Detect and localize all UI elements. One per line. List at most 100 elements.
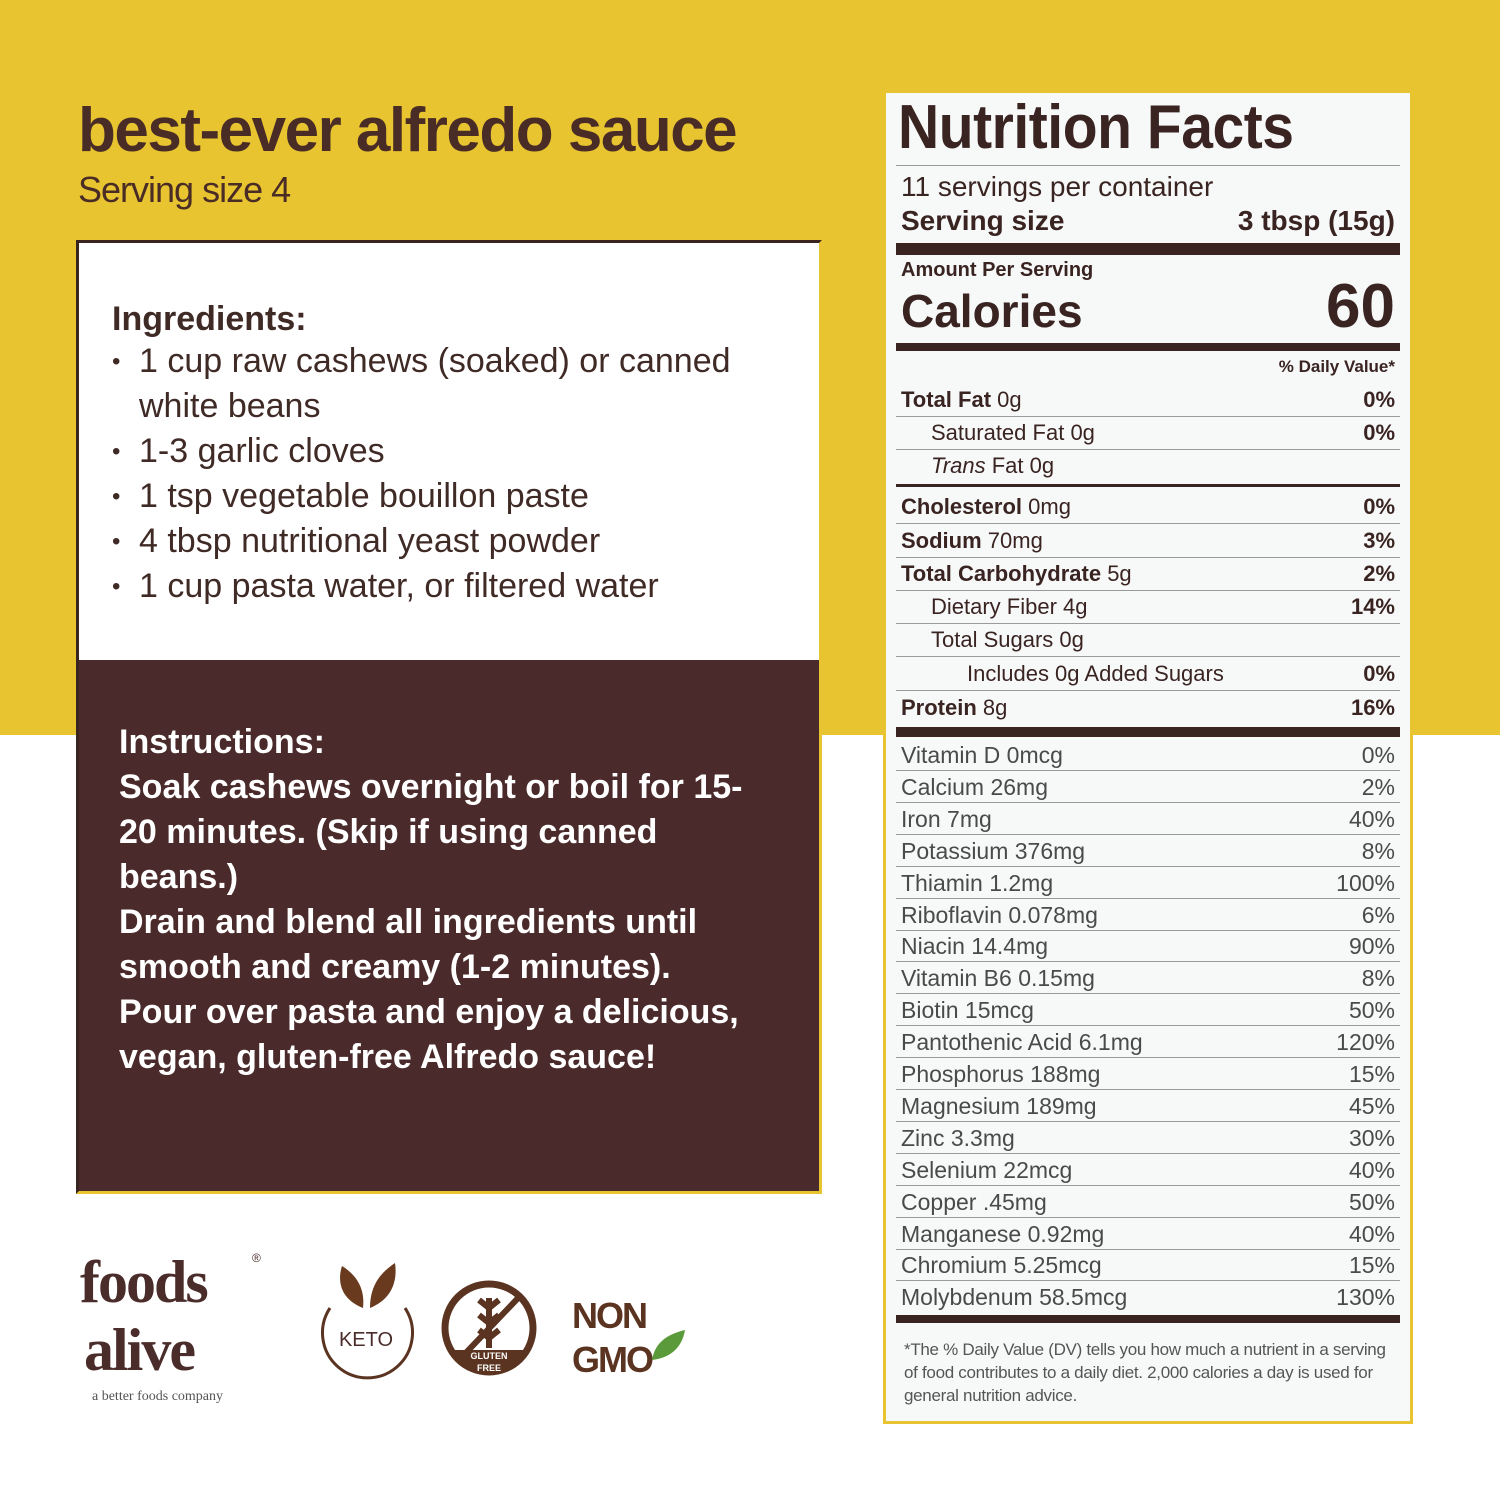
gluten-free-badge: GLUTEN FREE (441, 1280, 537, 1376)
ingredients-list: 1 cup raw cashews (soaked) or canned whi… (112, 339, 812, 609)
vitamin-row: Chromium 5.25mcg 15% (901, 1250, 1395, 1280)
instructions-list: Soak cashews overnight or boil for 15-20… (119, 765, 779, 1080)
ingredient-item: 1-3 garlic cloves (112, 429, 812, 474)
nutrient-daily-value: 16% (1350, 695, 1395, 720)
vitamin-row: Manganese 0.92mg 40% (901, 1219, 1395, 1249)
vitamin-label: Zinc 3.3mg (901, 1124, 1015, 1151)
nutrient-amount: 5g (1107, 561, 1132, 586)
vitamin-daily-value: 45% (1348, 1092, 1395, 1119)
vitamin-label: Molybdenum 58.5mcg (901, 1284, 1128, 1311)
vitamin-row: Vitamin D 0mcg 0% (901, 740, 1395, 770)
calories-label: Calories (901, 285, 1083, 337)
serving-size-label: Serving size (901, 205, 1065, 236)
vitamin-label: Riboflavin 0.078mg (901, 901, 1098, 928)
nutrient-amount: 0g (1070, 420, 1095, 445)
nutrient-amount: 0mg (1028, 494, 1071, 519)
vitamin-daily-value: 2% (1361, 773, 1395, 800)
vitamin-label: Iron 7mg (901, 805, 992, 832)
vitamin-label: Manganese 0.92mg (901, 1220, 1105, 1247)
nutrient-label: Saturated Fat 0g (931, 418, 1095, 448)
nutrient-name: Dietary Fiber (931, 594, 1057, 619)
nutrient-row: Trans Fat 0g (901, 451, 1395, 481)
non-gmo-badge: NON GMO (572, 1295, 685, 1380)
nutrient-row: Dietary Fiber 4g 14% (901, 592, 1395, 622)
ingredients-section: Ingredients: 1 cup raw cashews (soaked) … (112, 299, 812, 609)
vitamin-label: Copper .45mg (901, 1188, 1047, 1215)
svg-text:foods: foods (80, 1249, 207, 1315)
nutrient-row: Includes 0g Added Sugars 0% (901, 659, 1395, 689)
vitamin-row: Riboflavin 0.078mg 6% (901, 900, 1395, 930)
certification-logos: foods alive a better foods company ® KET… (80, 1248, 700, 1408)
vitamin-label: Selenium 22mcg (901, 1156, 1073, 1183)
ingredients-heading: Ingredients: (112, 300, 307, 338)
vitamin-daily-value: 8% (1361, 837, 1395, 864)
ingredient-item: 1 tsp vegetable bouillon paste (112, 474, 812, 519)
vitamin-daily-value: 40% (1348, 1220, 1395, 1247)
vitamin-daily-value: 8% (1361, 965, 1395, 992)
nutrient-amount: 70mg (987, 528, 1043, 553)
nutrient-daily-value: 0% (1363, 494, 1395, 519)
nutrition-facts-panel: Nutrition Facts 11 servings per containe… (883, 90, 1413, 1424)
svg-text:®: ® (252, 1251, 261, 1265)
nutrient-name: Total Sugars (931, 627, 1054, 652)
nutrient-name: Total Carbohydrate (901, 561, 1102, 586)
vitamin-row: Niacin 14.4mg 90% (901, 931, 1395, 961)
nutrient-daily-value: 0% (1363, 661, 1395, 686)
vitamin-daily-value: 15% (1348, 1061, 1395, 1087)
nutrient-row: Cholesterol 0mg 0% (901, 492, 1395, 522)
nutrient-label: Trans Fat 0g (931, 451, 1054, 481)
nutrient-daily-value: 14% (1350, 594, 1395, 619)
nutrient-amount: 0g (997, 387, 1022, 412)
instruction-step: Pour over pasta and enjoy a delicious, v… (119, 993, 739, 1076)
nutrient-name: Sodium (901, 528, 982, 553)
nutrient-daily-value: 0% (1363, 387, 1395, 412)
vitamin-label: Phosphorus 188mg (901, 1061, 1101, 1087)
vitamin-daily-value: 90% (1348, 933, 1395, 960)
instructions-section: Instructions: Soak cashews overnight or … (79, 660, 819, 1191)
vitamin-row: Calcium 26mg 2% (901, 772, 1395, 802)
ingredient-item: 1 cup pasta water, or filtered water (112, 564, 812, 609)
keto-badge: KETO (321, 1263, 414, 1380)
nutrient-amount: Fat 0g (991, 453, 1055, 478)
serving-size-value: 3 tbsp (15g) (1237, 205, 1395, 236)
vitamin-daily-value: 0% (1361, 742, 1395, 768)
vitamin-row: Iron 7mg 40% (901, 804, 1395, 834)
svg-text:GLUTEN: GLUTEN (471, 1351, 508, 1361)
vitamin-daily-value: 50% (1348, 1188, 1395, 1215)
vitamin-label: Biotin 15mcg (901, 997, 1034, 1024)
vitamin-daily-value: 6% (1361, 901, 1395, 928)
svg-text:KETO: KETO (339, 1329, 393, 1351)
nutrition-title: Nutrition Facts (898, 93, 1294, 162)
vitamin-row: Zinc 3.3mg 30% (901, 1123, 1395, 1153)
vitamin-label: Pantothenic Acid 6.1mg (901, 1029, 1143, 1056)
svg-text:a better foods company: a better foods company (92, 1389, 223, 1404)
vitamin-label: Vitamin D 0mcg (901, 742, 1063, 768)
vitamin-row: Selenium 22mcg 40% (901, 1155, 1395, 1185)
nutrient-daily-value: 2% (1363, 561, 1395, 586)
vitamin-label: Potassium 376mg (901, 837, 1086, 864)
vitamin-row: Vitamin B6 0.15mg 8% (901, 963, 1395, 993)
vitamin-row: Phosphorus 188mg 15% (901, 1059, 1395, 1089)
recipe-serving-size: Serving size 4 (78, 169, 291, 210)
recipe-title: best-ever alfredo sauce (78, 96, 738, 165)
svg-text:FREE: FREE (477, 1363, 501, 1373)
nutrient-name: Total Fat (901, 387, 992, 412)
nutrient-amount: 0g (1059, 627, 1084, 652)
daily-value-footnote: *The % Daily Value (DV) tells you how mu… (904, 1340, 1386, 1405)
calories-value: 60 (1326, 272, 1395, 341)
ingredient-item: 1 cup raw cashews (soaked) or canned whi… (112, 339, 812, 429)
vitamin-label: Calcium 26mg (901, 773, 1048, 800)
daily-value-header: % Daily Value* (1278, 357, 1395, 376)
ingredient-item: 4 tbsp nutritional yeast powder (112, 519, 812, 564)
instruction-step: Soak cashews overnight or boil for 15-20… (119, 768, 743, 896)
amount-per-serving: Amount Per Serving (901, 259, 1094, 281)
vitamin-daily-value: 100% (1336, 869, 1395, 896)
vitamin-label: Chromium 5.25mcg (901, 1252, 1102, 1279)
vitamin-row: Biotin 15mcg 50% (901, 995, 1395, 1025)
vitamin-label: Magnesium 189mg (901, 1092, 1097, 1119)
nutrient-label: Total Fat 0g (901, 385, 1022, 415)
nutrient-row: Total Fat 0g 0% (901, 385, 1395, 415)
instructions-heading: Instructions: (119, 723, 325, 761)
vitamin-daily-value: 40% (1348, 1156, 1395, 1183)
vitamin-row: Potassium 376mg 8% (901, 836, 1395, 866)
